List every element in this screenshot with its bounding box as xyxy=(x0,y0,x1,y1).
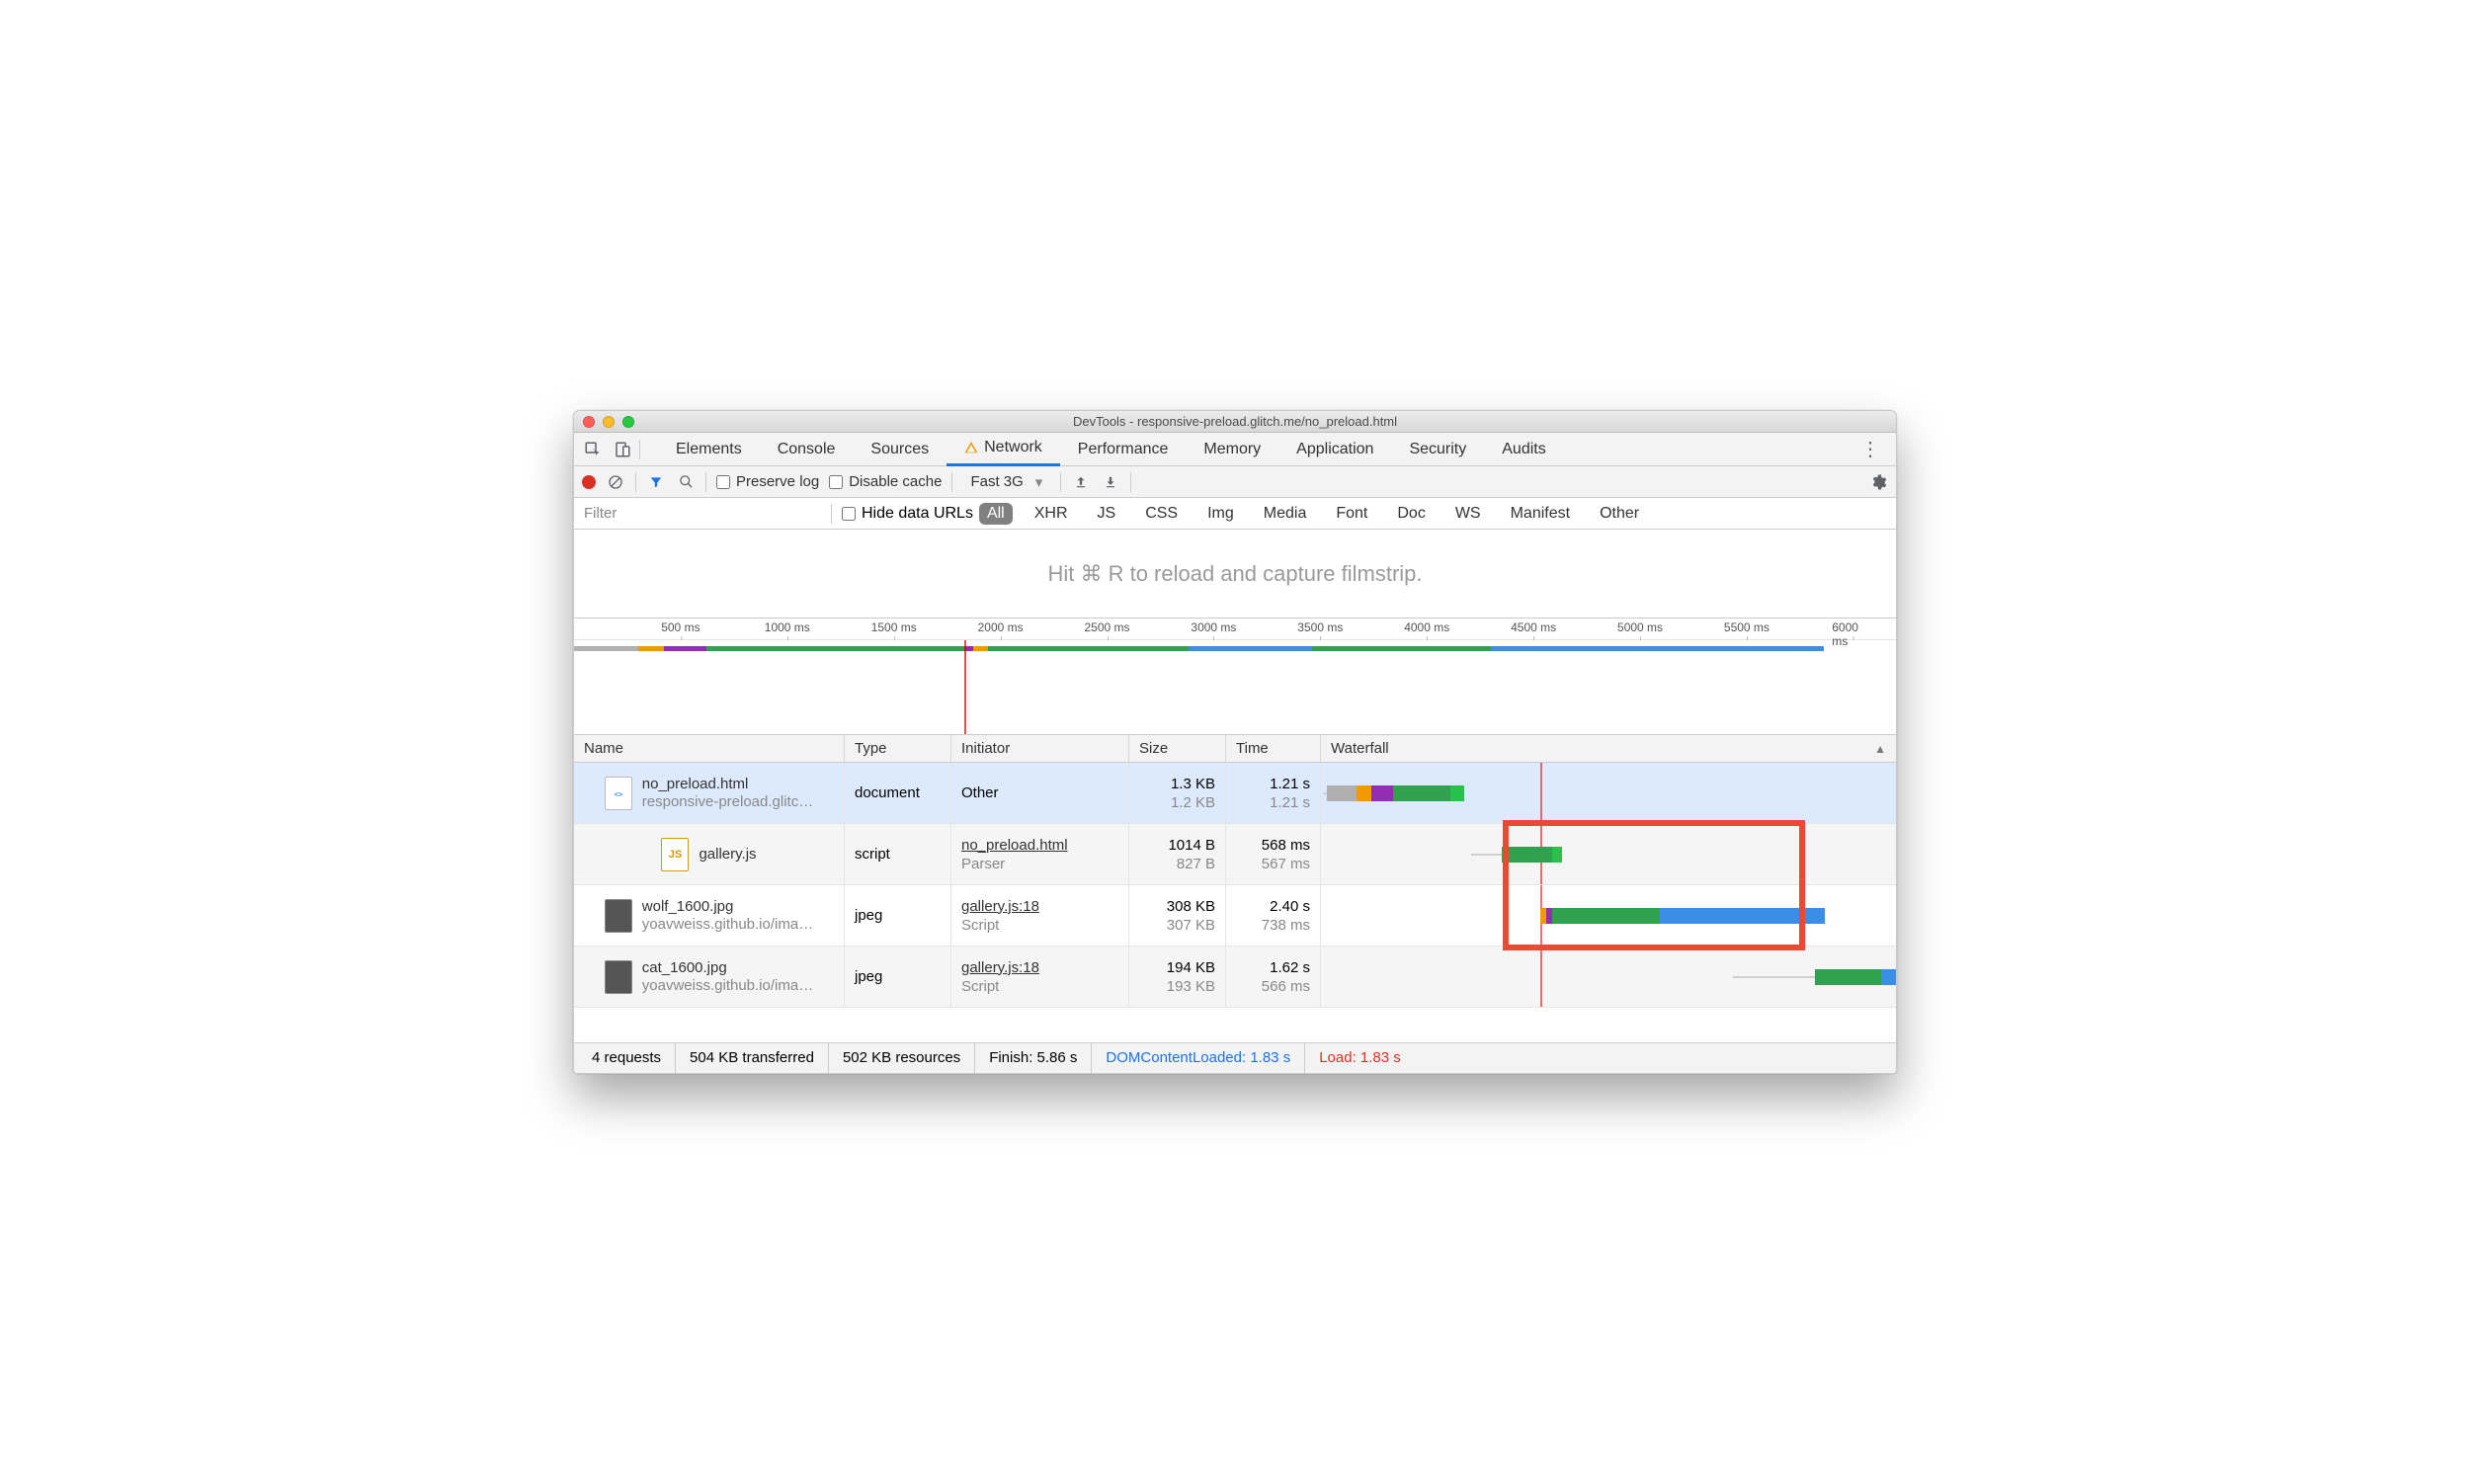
status-bar: 4 requests 504 KB transferred 502 KB res… xyxy=(574,1043,1896,1073)
throttling-select[interactable]: Fast 3G ▾ xyxy=(962,473,1050,491)
type-filter-img[interactable]: Img xyxy=(1199,503,1242,525)
column-name[interactable]: Name xyxy=(574,735,845,762)
status-finish: Finish: 5.86 s xyxy=(975,1043,1092,1073)
download-har-icon[interactable] xyxy=(1101,472,1120,492)
type-filter-toggles: All XHR JS CSS Img Media Font Doc WS Manifest Othe… xyxy=(973,503,1647,525)
disable-cache-checkbox[interactable]: Disable cache xyxy=(829,473,942,490)
tab-audits[interactable]: Audits xyxy=(1484,433,1563,466)
filter-icon[interactable] xyxy=(646,472,666,492)
panel-tabs-row: ElementsConsoleSourcesNetworkPerformance… xyxy=(574,433,1896,466)
column-type[interactable]: Type xyxy=(845,735,951,762)
type-filter-other[interactable]: Other xyxy=(1592,503,1647,525)
clear-icon[interactable] xyxy=(606,472,625,492)
filmstrip-hint: Hit ⌘ R to reload and capture filmstrip. xyxy=(574,530,1896,618)
record-button[interactable] xyxy=(582,475,596,489)
devtools-window: DevTools - responsive-preload.glitch.me/… xyxy=(573,410,1897,1074)
type-filter-font[interactable]: Font xyxy=(1328,503,1375,525)
filter-input[interactable] xyxy=(574,498,831,529)
settings-gear-icon[interactable] xyxy=(1868,472,1888,492)
requests-table-body: <>no_preload.htmlresponsive-preload.glit… xyxy=(574,763,1896,1008)
network-toolbar: Preserve log Disable cache Fast 3G ▾ xyxy=(574,466,1896,498)
type-filter-js[interactable]: JS xyxy=(1090,503,1124,525)
request-row[interactable]: <>no_preload.htmlresponsive-preload.glit… xyxy=(574,763,1896,824)
window-title: DevTools - responsive-preload.glitch.me/… xyxy=(574,414,1896,429)
status-load: Load: 1.83 s xyxy=(1305,1043,1415,1073)
tab-elements[interactable]: Elements xyxy=(658,433,760,466)
type-filter-ws[interactable]: WS xyxy=(1447,503,1489,525)
type-filter-xhr[interactable]: XHR xyxy=(1027,503,1076,525)
type-filter-all[interactable]: All xyxy=(979,503,1013,525)
search-icon[interactable] xyxy=(676,472,696,492)
tab-application[interactable]: Application xyxy=(1278,433,1391,466)
load-event-line xyxy=(964,640,966,734)
window-titlebar: DevTools - responsive-preload.glitch.me/… xyxy=(574,411,1896,433)
preserve-log-checkbox[interactable]: Preserve log xyxy=(716,473,819,490)
status-transferred: 504 KB transferred xyxy=(676,1043,829,1073)
tab-memory[interactable]: Memory xyxy=(1186,433,1278,466)
tab-security[interactable]: Security xyxy=(1391,433,1484,466)
overview-timeline[interactable]: 500 ms1000 ms1500 ms2000 ms2500 ms3000 m… xyxy=(574,618,1896,735)
overview-ruler: 500 ms1000 ms1500 ms2000 ms2500 ms3000 m… xyxy=(574,618,1896,640)
column-waterfall[interactable]: Waterfall▲ xyxy=(1321,735,1896,762)
tab-console[interactable]: Console xyxy=(760,433,854,466)
upload-har-icon[interactable] xyxy=(1071,472,1091,492)
svg-text:<>: <> xyxy=(615,789,623,798)
sort-arrow-icon: ▲ xyxy=(1874,742,1886,756)
filter-row: Hide data URLs All XHR JS CSS Img Media Font Do… xyxy=(574,498,1896,530)
request-row[interactable]: cat_1600.jpgyoavweiss.github.io/ima…jpeg… xyxy=(574,947,1896,1008)
panel-tabs: ElementsConsoleSourcesNetworkPerformance… xyxy=(658,433,1847,466)
status-resources: 502 KB resources xyxy=(829,1043,975,1073)
tab-performance[interactable]: Performance xyxy=(1060,433,1187,466)
status-dcl: DOMContentLoaded: 1.83 s xyxy=(1092,1043,1305,1073)
column-initiator[interactable]: Initiator xyxy=(951,735,1129,762)
tab-sources[interactable]: Sources xyxy=(853,433,947,466)
type-filter-css[interactable]: CSS xyxy=(1137,503,1186,525)
column-size[interactable]: Size xyxy=(1129,735,1226,762)
inspect-element-icon[interactable] xyxy=(580,437,606,462)
type-filter-manifest[interactable]: Manifest xyxy=(1503,503,1578,525)
tab-network[interactable]: Network xyxy=(947,433,1060,466)
requests-table-header: Name Type Initiator Size Time Waterfall▲ xyxy=(574,735,1896,763)
more-menu-icon[interactable]: ⋮ xyxy=(1851,437,1890,461)
type-filter-media[interactable]: Media xyxy=(1256,503,1315,525)
status-requests: 4 requests xyxy=(578,1043,676,1073)
type-filter-doc[interactable]: Doc xyxy=(1389,503,1433,525)
column-time[interactable]: Time xyxy=(1226,735,1321,762)
request-row[interactable]: wolf_1600.jpgyoavweiss.github.io/ima…jpe… xyxy=(574,885,1896,947)
chevron-down-icon: ▾ xyxy=(1035,473,1043,491)
hide-data-urls-checkbox[interactable]: Hide data URLs xyxy=(832,505,973,523)
device-toolbar-icon[interactable] xyxy=(610,437,635,462)
request-row[interactable]: JSgallery.jsscriptno_preload.htmlParser1… xyxy=(574,824,1896,885)
